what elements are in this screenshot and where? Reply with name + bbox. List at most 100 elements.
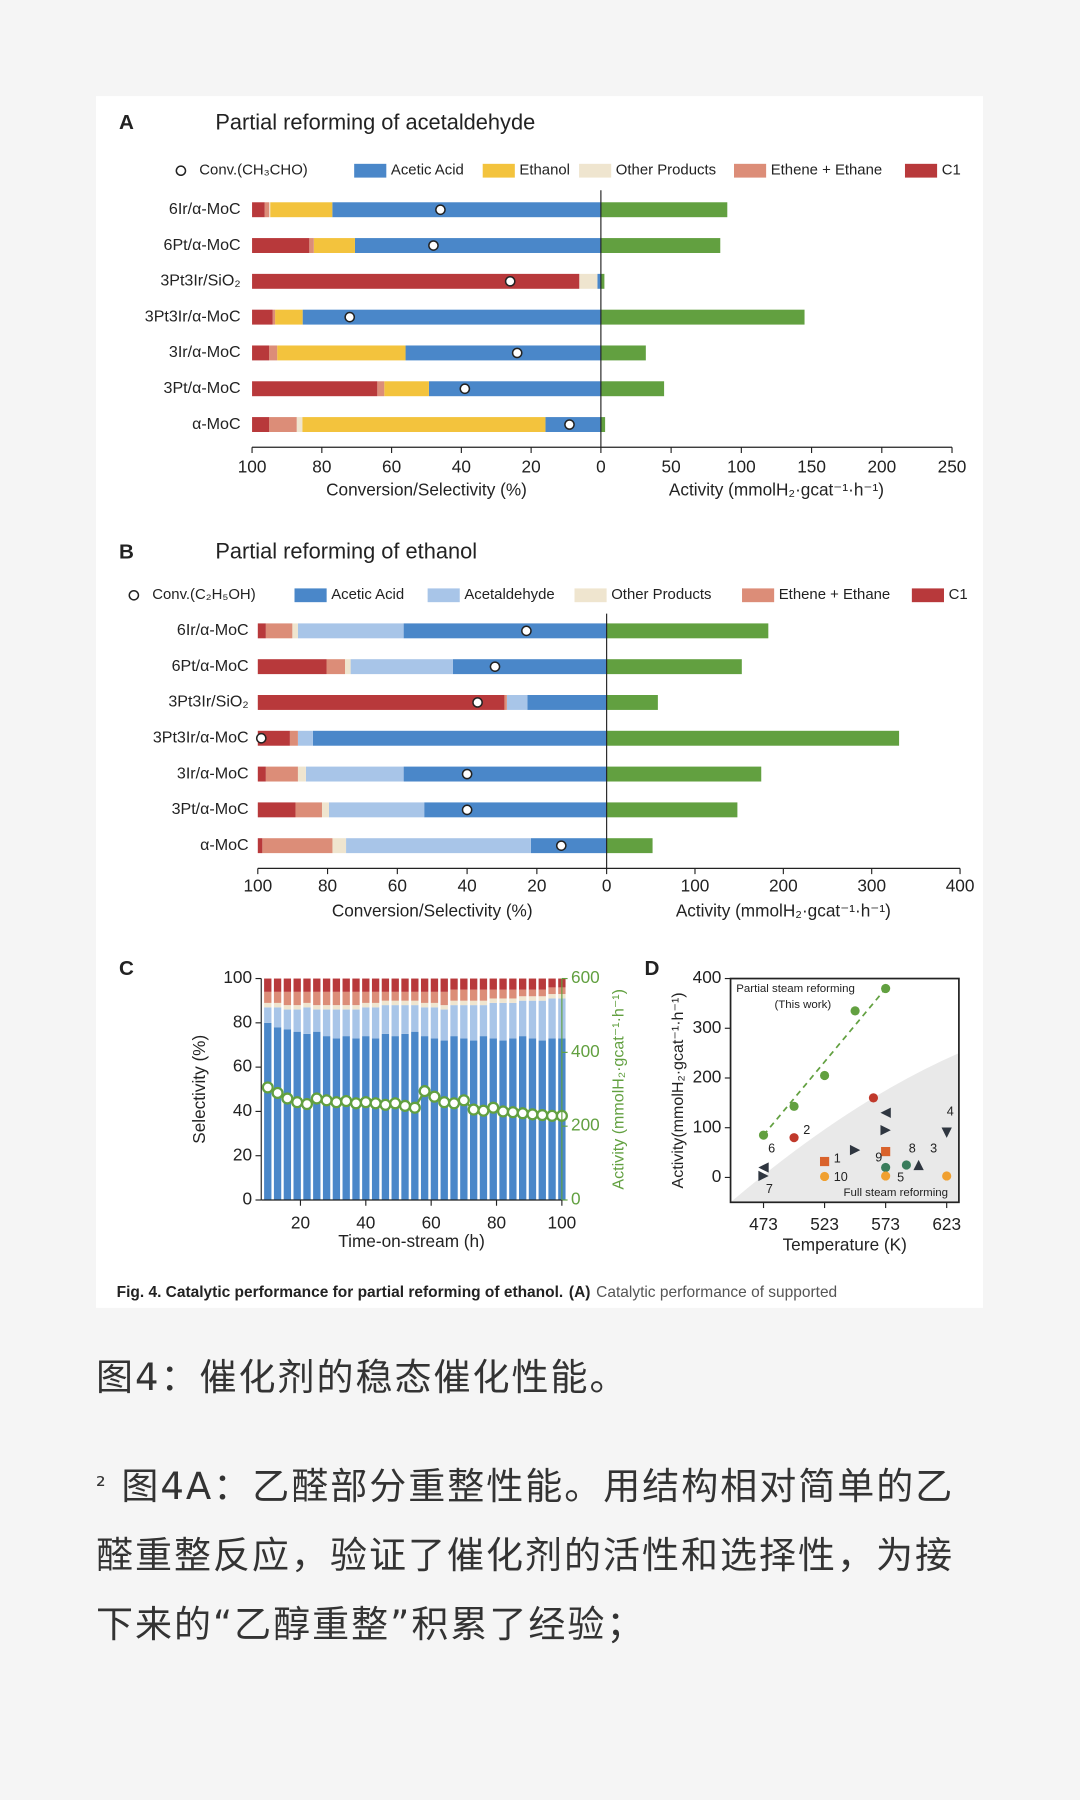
activity-bar [606, 730, 900, 746]
bar-segment [257, 802, 296, 818]
bar-segment [460, 1038, 468, 1201]
bar-segment [252, 381, 378, 397]
legend-label: Acetic Acid [331, 587, 404, 603]
bar-segment [440, 1040, 448, 1201]
bar-segment [292, 623, 298, 639]
bar-segment [424, 802, 607, 818]
bar-segment [257, 766, 266, 782]
bar-segment [273, 1007, 282, 1028]
bar-segment [302, 417, 546, 432]
category-label: 3Pt3Ir/α-MoC [153, 729, 249, 747]
bar-segment [489, 978, 497, 990]
x-tick-label: 60 [388, 875, 407, 895]
bar-segment [469, 1040, 478, 1201]
activity-marker [516, 1107, 529, 1120]
activity-marker [340, 1095, 353, 1108]
activity-marker [506, 1106, 519, 1119]
bar-segment [313, 991, 321, 1006]
x-tick-label: 20 [522, 456, 541, 476]
bar-segment [345, 659, 351, 675]
activity-bar [600, 417, 606, 432]
bar-segment [269, 345, 278, 361]
bar-segment [509, 1038, 517, 1201]
point [789, 1101, 799, 1111]
x-axis-label: Conversion/Selectivity (%) [332, 901, 533, 921]
bar-segment [332, 838, 347, 854]
point [901, 1160, 911, 1170]
bar-segment [530, 838, 607, 854]
legend-label: C1 [942, 163, 961, 179]
bar-segment [452, 659, 607, 675]
x-tick-label: 0 [596, 456, 606, 476]
activity-bar [600, 309, 805, 325]
x-tick-label: 60 [382, 456, 401, 476]
bar-segment [264, 1022, 272, 1201]
bar-segment [499, 998, 507, 1003]
paragraph-text: 图4A：乙醛部分重整性能。用结构相对简单的乙醛重整反应，验证了催化剂的活性和选择… [96, 1465, 955, 1646]
bar-segment [322, 1005, 331, 1010]
y-axis-label: Selectivity (%) [189, 1035, 209, 1144]
bar-segment [403, 623, 607, 639]
bar-segment [352, 978, 360, 992]
bar-segment [548, 978, 556, 988]
x-tick-label: 80 [312, 456, 331, 476]
trend-line [762, 987, 887, 1136]
y-tick-label: 40 [233, 1100, 252, 1120]
legend-swatch [911, 588, 944, 603]
x-tick-label: 20 [527, 875, 546, 895]
bar-segment [346, 838, 531, 854]
bar-segment [313, 1009, 321, 1032]
activity-marker [536, 1109, 549, 1122]
activity-marker [487, 1101, 500, 1114]
y-axis-label: Activity(mmolH₂·gcat⁻¹·h⁻¹) [669, 992, 687, 1188]
bar-segment [352, 1005, 360, 1010]
bar-segment [469, 978, 478, 990]
x-tick-label: 40 [452, 456, 471, 476]
bar-segment [450, 1000, 458, 1006]
activity-bar [606, 802, 738, 818]
y2-tick-label: 400 [571, 1041, 600, 1061]
bar-segment [391, 1036, 399, 1201]
bar-segment [252, 273, 580, 289]
activity-bar [600, 381, 665, 397]
legend-swatch [579, 163, 612, 178]
point [789, 1133, 799, 1143]
bar-segment [479, 1036, 488, 1201]
bar-segment [401, 991, 409, 1001]
bar-segment [440, 1005, 448, 1010]
category-label: 3Pt/α-MoC [164, 379, 241, 397]
bar-segment [371, 978, 380, 992]
bar-segment [257, 659, 327, 675]
bar-segment [460, 978, 468, 990]
point [942, 1171, 952, 1181]
legend-swatch [904, 163, 938, 178]
bar-segment [518, 978, 527, 990]
y2-tick-label: 200 [571, 1115, 600, 1135]
bar-segment [362, 1002, 370, 1008]
bar-segment [479, 1000, 488, 1006]
bar-segment [479, 989, 488, 1001]
point [850, 1006, 860, 1016]
bar-segment [272, 309, 276, 325]
category-label: 6Ir/α-MoC [169, 200, 241, 218]
point [881, 1162, 891, 1173]
bar-segment [420, 1036, 429, 1201]
x-axis-label: Activity (mmolH₂·gcat⁻¹·h⁻¹) [676, 901, 891, 921]
activity-marker [320, 1094, 333, 1107]
conversion-marker [504, 275, 516, 287]
bar-segment [430, 991, 439, 1003]
category-label: α-MoC [192, 415, 241, 433]
legend-label: Other Products [611, 587, 711, 603]
point [819, 1156, 830, 1167]
category-label: 6Pt/α-MoC [172, 657, 249, 675]
activity-marker [291, 1096, 304, 1109]
activity-bar [606, 659, 742, 675]
bar-segment [489, 1038, 497, 1201]
bar-segment [332, 978, 341, 992]
legend-label: Conv.(C₂H₅OH) [152, 587, 255, 603]
caption-part: (A) [569, 1284, 591, 1301]
activity-marker [281, 1092, 294, 1105]
bar-segment [489, 998, 497, 1003]
bar-segment [342, 1005, 350, 1010]
bar-segment [293, 1005, 301, 1010]
